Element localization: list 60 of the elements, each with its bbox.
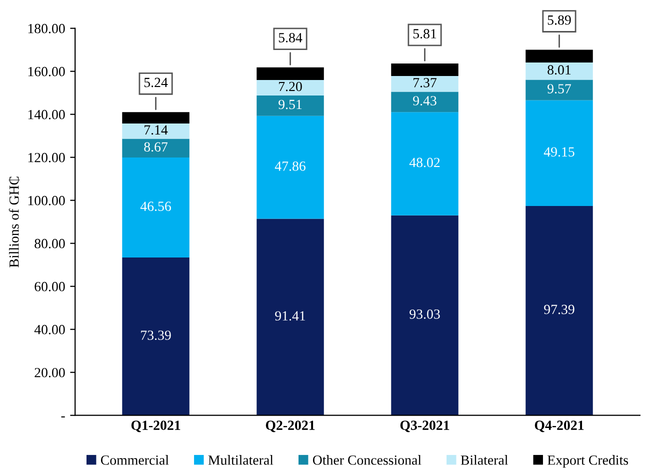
- x-tick-label: Q4-2021: [534, 420, 584, 432]
- bar: [526, 206, 593, 416]
- bar: [391, 76, 458, 92]
- bar: [526, 80, 593, 100]
- bar: [122, 138, 190, 158]
- data-label: 97.39: [544, 304, 574, 314]
- y-tick-label: 60.00: [34, 282, 65, 292]
- data-label: 47.86: [274, 161, 306, 171]
- y-tick-label: -: [61, 416, 65, 418]
- y-tick-label: 40.00: [34, 324, 65, 334]
- data-label: 8.67: [144, 142, 168, 152]
- data-label: 91.41: [275, 311, 306, 321]
- bar: [391, 112, 458, 216]
- data-label: 9.43: [413, 96, 436, 106]
- y-axis-title: Billions of GH₵: [8, 176, 20, 268]
- legend-label: Bilateral: [460, 455, 508, 465]
- data-label: 93.03: [410, 309, 440, 319]
- y-tick-label: 80.00: [34, 238, 65, 248]
- legend-label: Other Concessional: [312, 455, 422, 465]
- bar: [256, 80, 324, 96]
- legend-label: Multilateral: [208, 455, 274, 465]
- y-tick-label: 140.00: [28, 110, 65, 120]
- data-label: 9.57: [548, 84, 571, 94]
- bar: [391, 215, 458, 416]
- x-tick-label: Q2-2021: [266, 420, 315, 432]
- bar: [122, 157, 190, 258]
- y-tick-label: 20.00: [34, 368, 65, 378]
- legend-label: Commercial: [100, 455, 169, 465]
- bar: [256, 67, 324, 80]
- data-label: 73.39: [141, 330, 171, 340]
- x-tick-label: Q3-2021: [400, 420, 450, 432]
- y-tick-label: 100.00: [28, 196, 65, 206]
- bar: [256, 95, 324, 116]
- y-tick-label: 180.00: [28, 24, 65, 34]
- bar: [122, 258, 190, 416]
- y-tick-label: 120.00: [28, 152, 65, 162]
- data-label: 49.15: [544, 147, 574, 157]
- bar: [391, 63, 458, 76]
- bar: [526, 62, 593, 80]
- data-label: 7.14: [144, 125, 168, 135]
- data-label: 5.89: [548, 15, 571, 25]
- data-label: 5.84: [278, 32, 302, 42]
- bar: [122, 112, 190, 124]
- data-label: 9.51: [278, 100, 302, 110]
- data-label: 7.20: [279, 82, 302, 92]
- data-label: 5.81: [413, 29, 436, 38]
- bar: [122, 123, 190, 139]
- x-tick-label: Q1-2021: [131, 420, 180, 432]
- bar: [256, 116, 324, 219]
- y-tick-label: 160.00: [28, 66, 65, 76]
- legend-label: Export Credits: [548, 455, 628, 468]
- bar: [526, 50, 593, 62]
- data-label: 46.56: [140, 202, 171, 212]
- bar: [256, 218, 324, 416]
- data-label: 48.02: [409, 158, 440, 168]
- data-label: 7.37: [414, 78, 437, 88]
- data-label: 8.01: [548, 65, 571, 75]
- data-label: 5.24: [144, 78, 168, 88]
- bar: [391, 92, 458, 112]
- bar: [526, 100, 593, 206]
